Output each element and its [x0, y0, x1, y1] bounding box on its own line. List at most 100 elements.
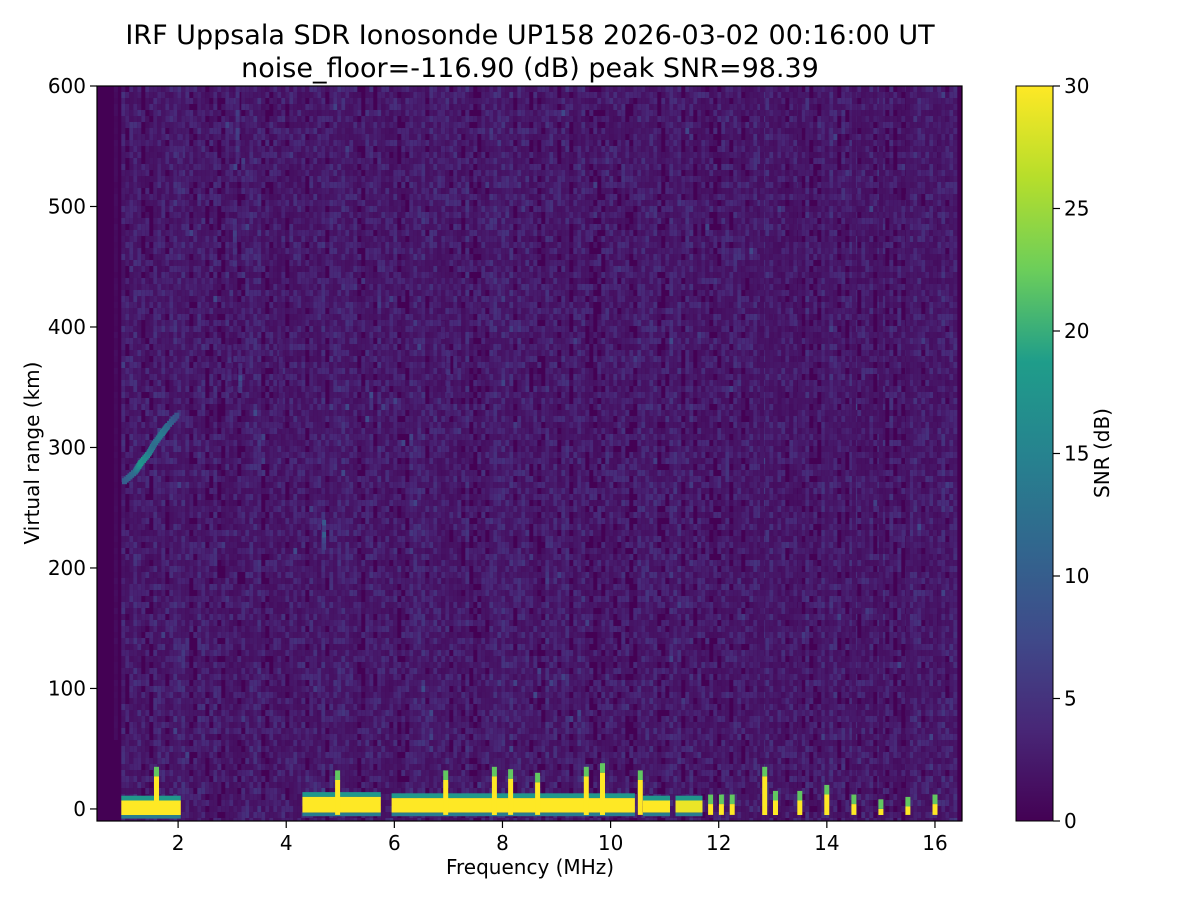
noise-cell [185, 296, 190, 302]
noise-cell [137, 368, 142, 374]
noise-cell [249, 332, 254, 338]
noise-cell [217, 650, 222, 656]
noise-cell [157, 134, 162, 140]
noise-cell [177, 320, 182, 326]
noise-cell [125, 362, 130, 368]
noise-cell [233, 608, 238, 614]
noise-cell [177, 632, 182, 638]
noise-cell [205, 158, 210, 164]
noise-cell [229, 314, 234, 320]
noise-cell [157, 254, 162, 260]
noise-cell [189, 170, 194, 176]
noise-cell [165, 266, 170, 272]
noise-cell [173, 140, 178, 146]
noise-cell [181, 560, 186, 566]
noise-cell [145, 368, 150, 374]
noise-cell [145, 266, 150, 272]
chart-title: IRF Uppsala SDR Ionosonde UP158 2026-03-… [125, 20, 935, 51]
noise-cell [233, 554, 238, 560]
noise-cell [153, 446, 158, 452]
noise-cell [209, 320, 214, 326]
noise-cell [177, 386, 182, 392]
noise-cell [161, 422, 166, 428]
noise-cell [225, 380, 230, 386]
noise-cell [165, 122, 170, 128]
noise-cell [149, 326, 154, 332]
noise-cell [277, 110, 282, 116]
noise-cell [161, 746, 166, 752]
noise-cell [201, 632, 206, 638]
noise-cell [181, 494, 186, 500]
noise-cell [157, 590, 162, 596]
noise-cell [177, 380, 182, 386]
noise-cell [249, 350, 254, 356]
noise-cell [137, 554, 142, 560]
noise-cell [173, 134, 178, 140]
noise-cell [249, 506, 254, 512]
noise-cell [237, 638, 242, 644]
noise-cell [205, 644, 210, 650]
noise-cell [169, 182, 174, 188]
noise-cell [217, 230, 222, 236]
noise-cell [153, 338, 158, 344]
noise-cell [245, 710, 250, 716]
noise-cell [193, 728, 198, 734]
noise-cell [137, 356, 142, 362]
noise-cell [197, 302, 202, 308]
noise-cell [185, 182, 190, 188]
noise-cell [253, 494, 258, 500]
noise-cell [129, 176, 134, 182]
noise-cell [269, 542, 274, 548]
noise-cell [193, 614, 198, 620]
noise-cell [273, 326, 278, 332]
noise-cell [297, 464, 302, 470]
noise-cell [289, 656, 294, 662]
noise-cell [153, 92, 158, 98]
noise-cell [289, 284, 294, 290]
noise-cell [285, 716, 290, 722]
noise-cell [293, 722, 298, 728]
noise-cell [285, 668, 290, 674]
noise-cell [189, 572, 194, 578]
noise-cell [265, 212, 270, 218]
noise-cell [153, 392, 158, 398]
noise-cell [121, 776, 126, 782]
noise-cell [193, 170, 198, 176]
noise-cell [145, 752, 150, 758]
noise-cell [293, 290, 298, 296]
noise-cell [273, 506, 278, 512]
noise-cell [157, 230, 162, 236]
noise-cell [221, 374, 226, 380]
noise-cell [197, 170, 202, 176]
noise-cell [213, 752, 218, 758]
noise-cell [165, 206, 170, 212]
noise-cell [125, 200, 130, 206]
noise-cell [241, 704, 246, 710]
noise-cell [221, 104, 226, 110]
noise-cell [197, 254, 202, 260]
noise-cell [213, 140, 218, 146]
noise-cell [161, 686, 166, 692]
noise-cell [145, 722, 150, 728]
noise-cell [257, 146, 262, 152]
noise-cell [141, 182, 146, 188]
noise-cell [249, 422, 254, 428]
noise-cell [169, 218, 174, 224]
noise-cell [281, 584, 286, 590]
noise-cell [285, 356, 290, 362]
noise-cell [273, 692, 278, 698]
noise-cell [209, 572, 214, 578]
noise-cell [121, 698, 126, 704]
noise-cell [181, 578, 186, 584]
noise-cell [189, 440, 194, 446]
noise-cell [153, 656, 158, 662]
noise-cell [257, 812, 262, 818]
noise-cell [133, 608, 138, 614]
noise-cell [201, 170, 206, 176]
noise-cell [217, 122, 222, 128]
noise-cell [209, 284, 214, 290]
noise-cell [185, 710, 190, 716]
noise-cell [293, 788, 298, 794]
noise-cell [177, 530, 182, 536]
noise-cell [205, 152, 210, 158]
